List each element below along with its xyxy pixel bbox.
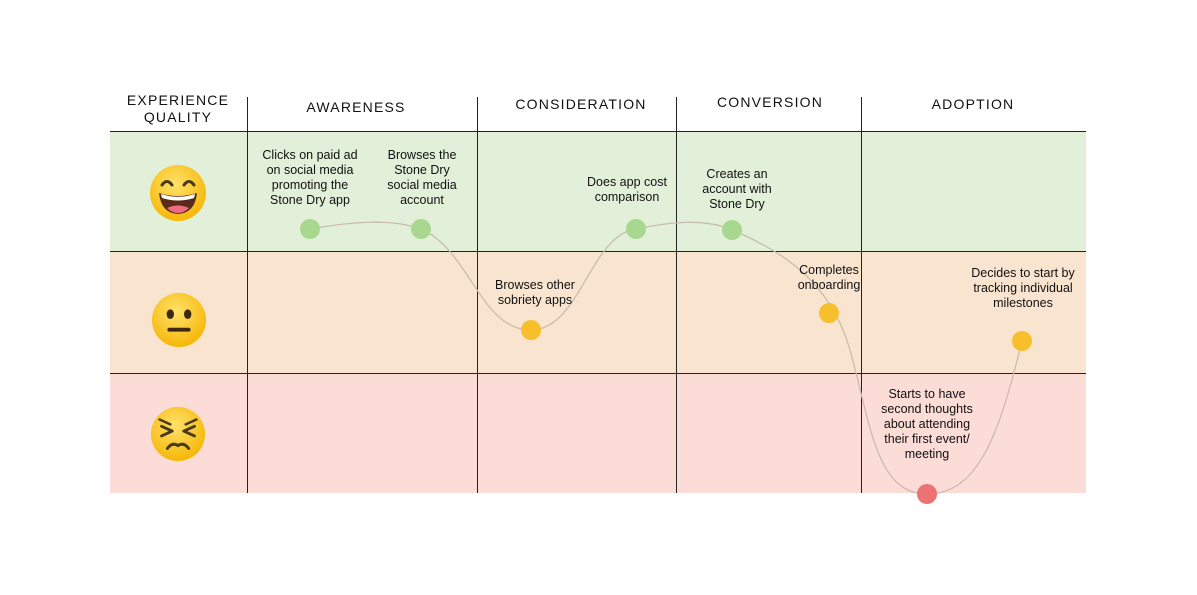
header-adoption: ADOPTION xyxy=(931,96,1015,112)
persevering-face-icon xyxy=(150,406,206,462)
step-label-6: Completes onboarding xyxy=(797,263,861,292)
step-dot-4[interactable] xyxy=(626,219,646,239)
header-awareness: AWARENESS xyxy=(306,99,406,115)
step-label-2: Browses the Stone Dry social media accou… xyxy=(387,148,457,207)
step-dot-6[interactable] xyxy=(819,303,839,323)
row-divider-1 xyxy=(110,251,1086,252)
step-label-7: Starts to have second thoughts about att… xyxy=(881,387,973,461)
step-label-3: Browses other sobriety apps xyxy=(495,278,575,307)
row-neutral xyxy=(110,251,1086,373)
step-dot-8[interactable] xyxy=(1012,331,1032,351)
column-divider-3 xyxy=(676,97,677,493)
step-dot-2[interactable] xyxy=(411,219,431,239)
step-dot-7[interactable] xyxy=(917,484,937,504)
header-divider xyxy=(110,131,1086,132)
neutral-face-icon xyxy=(151,292,207,348)
step-label-8: Decides to start by tracking individual … xyxy=(971,266,1075,310)
row-happy xyxy=(110,131,1086,251)
header-consideration: CONSIDERATION xyxy=(515,96,647,112)
step-dot-3[interactable] xyxy=(521,320,541,340)
step-label-4: Does app cost comparison xyxy=(587,175,667,204)
column-divider-2 xyxy=(477,97,478,493)
row-divider-2 xyxy=(110,373,1086,374)
column-divider-1 xyxy=(247,97,248,493)
header-conversion: CONVERSION xyxy=(716,94,824,110)
step-label-1: Clicks on paid ad on social media promot… xyxy=(262,148,358,207)
step-dot-5[interactable] xyxy=(722,220,742,240)
step-label-5: Creates an account with Stone Dry xyxy=(702,167,772,211)
column-divider-4 xyxy=(861,97,862,493)
header-experience-quality: EXPERIENCE QUALITY xyxy=(126,92,230,125)
grinning-face-icon xyxy=(150,165,206,221)
step-dot-1[interactable] xyxy=(300,219,320,239)
row-sad xyxy=(110,373,1086,493)
